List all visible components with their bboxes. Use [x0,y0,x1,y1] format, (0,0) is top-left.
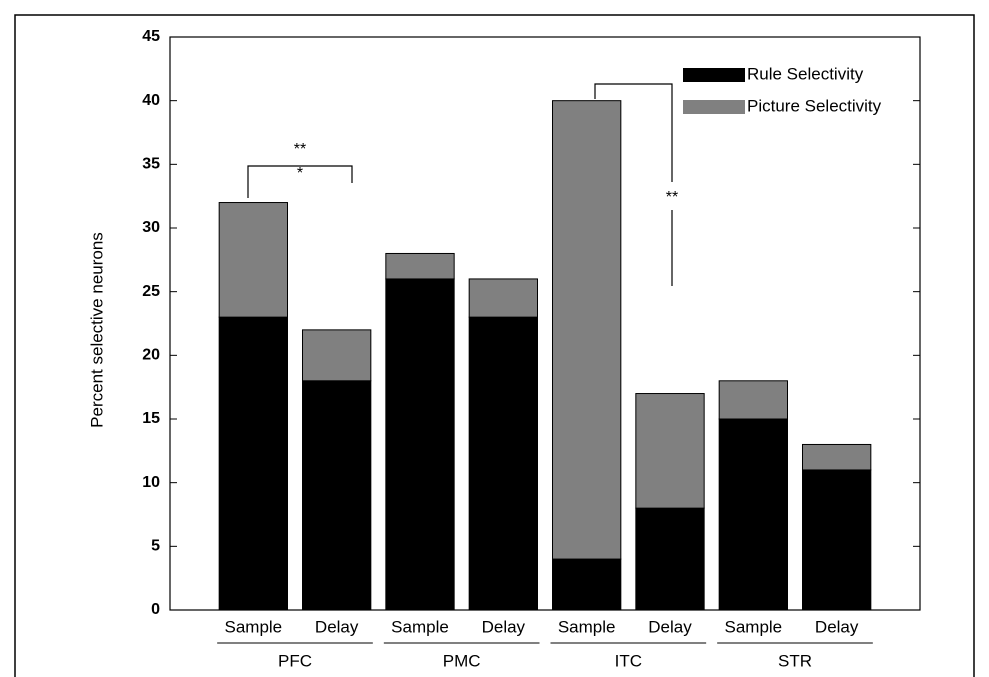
bar-segment [385,252,455,280]
bar-segment [302,329,372,382]
bar-segment [802,469,872,611]
bar-segment [802,443,872,471]
bar-segment [552,558,622,611]
bar-segment [635,393,705,509]
y-tick-label: 20 [142,347,160,364]
y-axis-label: Percent selective neurons [87,232,106,428]
x-tick-label: Delay [815,617,859,636]
y-tick-label: 45 [142,28,160,45]
group-label: PMC [443,651,481,670]
y-tick-label: 40 [142,92,160,109]
plot-area [169,36,921,611]
legend-label: Rule Selectivity [747,64,864,83]
bar-segment [718,380,789,420]
annotation: ** [666,189,678,206]
bar-segment [468,316,538,611]
bar-segment [218,316,289,611]
x-tick-label: Sample [558,617,616,636]
bar-segment [385,278,455,611]
x-tick-label: Sample [391,617,449,636]
y-tick-label: 25 [142,283,160,300]
y-tick-label: 30 [142,219,160,236]
x-tick-label: Delay [482,617,526,636]
group-label: ITC [615,651,642,670]
y-tick-label: 5 [151,538,160,555]
bar-segment [718,418,789,611]
annotation: * [297,165,303,182]
bar-segment [468,278,538,318]
y-tick-label: 10 [142,474,160,491]
annotation: ** [294,141,306,158]
y-tick-label: 0 [151,601,160,618]
bar-segment [302,380,372,611]
legend-swatch [683,100,745,114]
frame [14,14,975,677]
bar-segment [218,202,289,318]
bracket [247,165,353,198]
x-tick-label: Sample [725,617,783,636]
bar-segment [552,100,622,560]
x-tick-label: Delay [315,617,359,636]
x-tick-label: Sample [225,617,283,636]
x-tick-label: Delay [648,617,692,636]
y-tick-label: 35 [142,156,160,173]
group-label: STR [778,651,812,670]
bar-segment [635,507,705,611]
legend-label: Picture Selectivity [747,96,882,115]
group-label: PFC [278,651,312,670]
legend-swatch [683,68,745,82]
bracket [594,83,673,286]
y-tick-label: 15 [142,410,160,427]
